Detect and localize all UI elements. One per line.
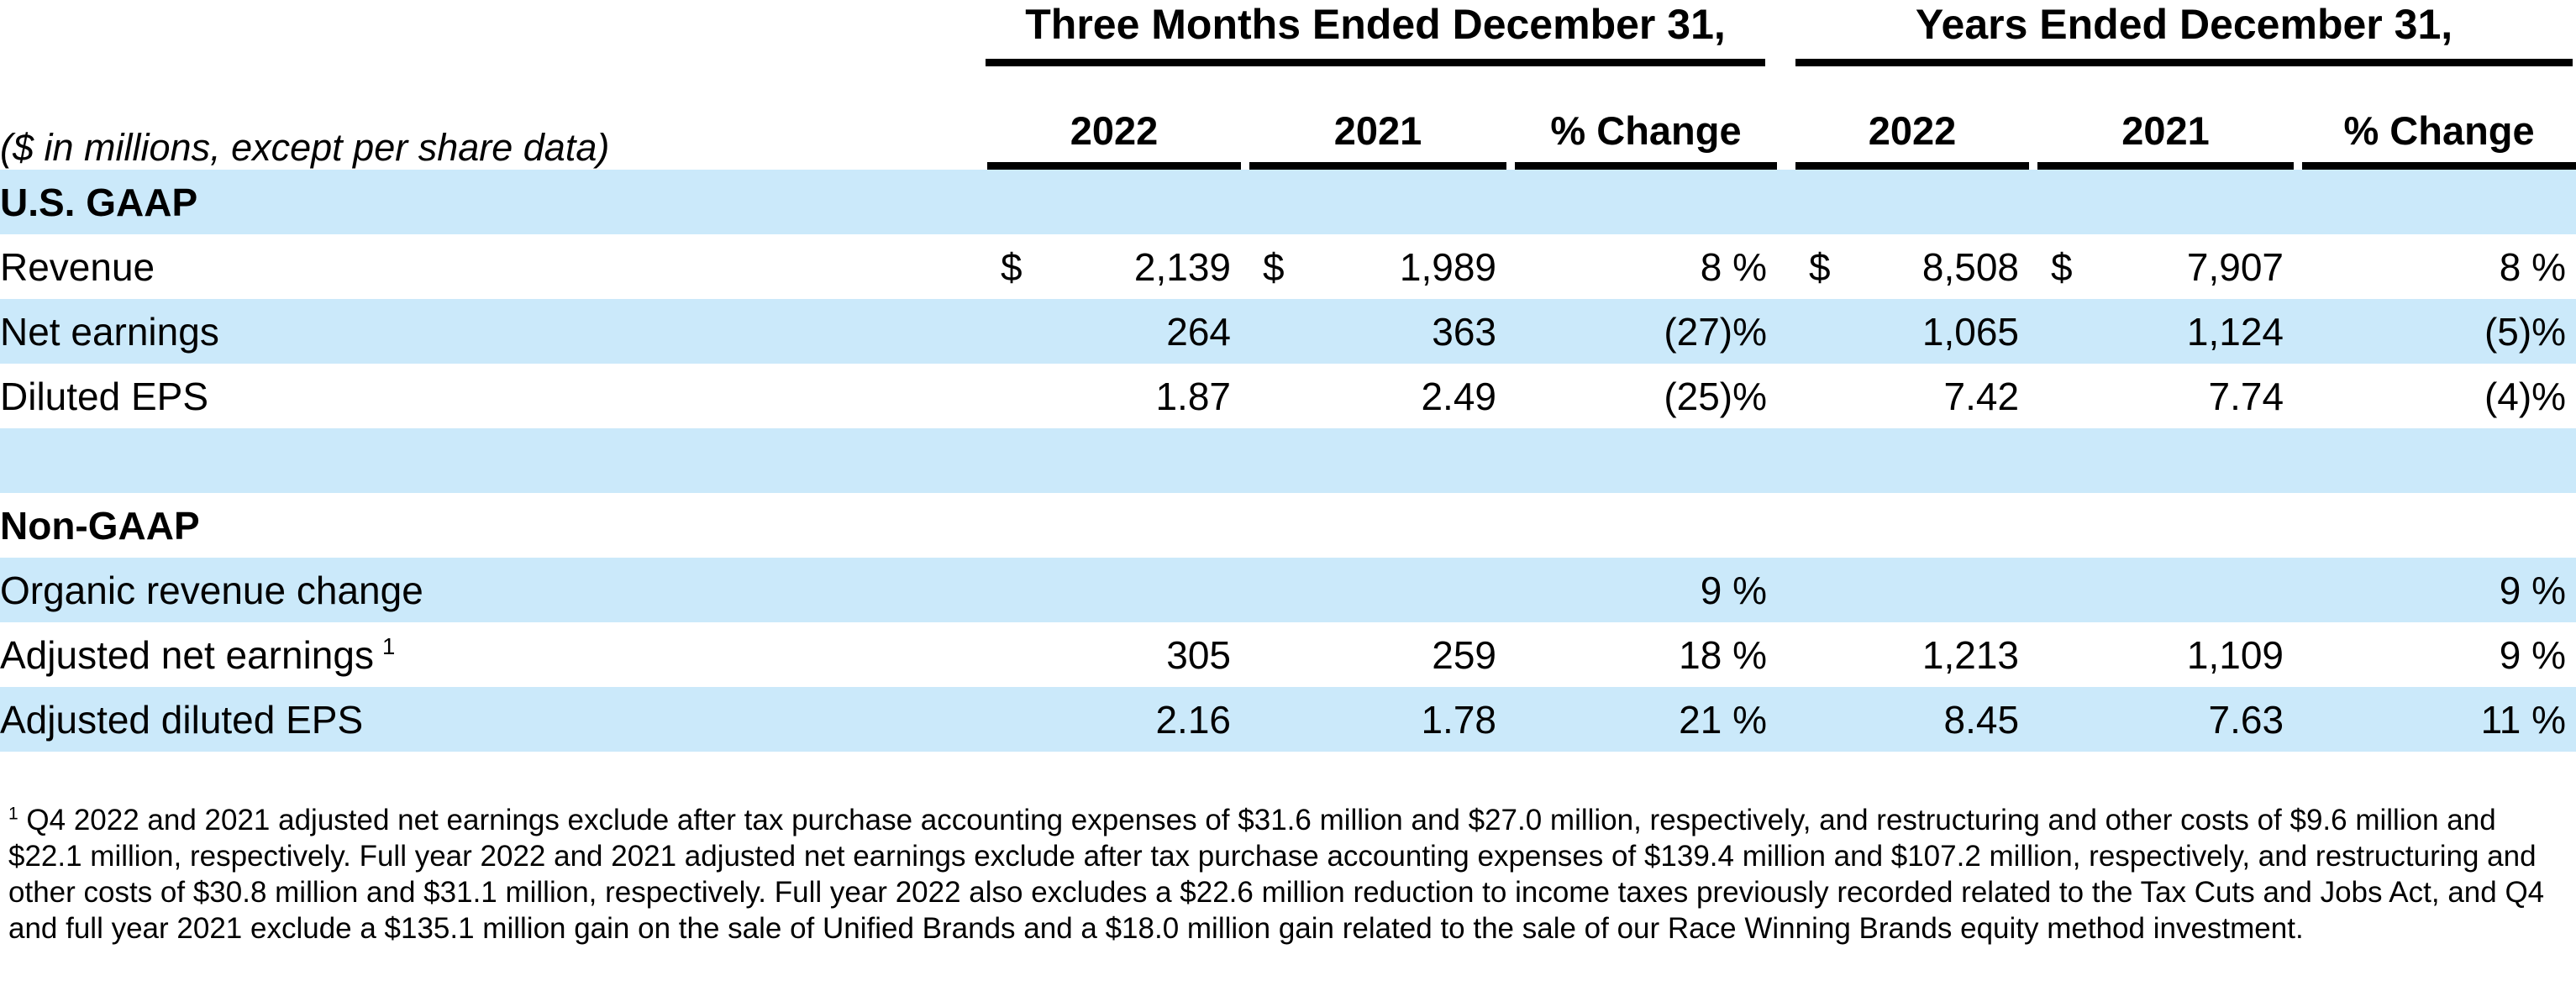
corner-cell [0,0,979,67]
cell-y-2021: 7.74 [2208,374,2284,418]
cell-q-change: 21 % [1679,697,1768,742]
cell-y-change: (4)% [2484,374,2567,418]
cell-y-2021: 1,124 [2186,309,2284,354]
col-header-q-change: % Change [1506,67,1778,170]
cell-y-2022: 1,065 [1921,309,2020,354]
row-label: Diluted EPS [0,374,209,418]
group-header-quarter: Three Months Ended December 31, [979,0,1777,67]
currency-symbol: $ [1001,244,1023,289]
cell-y-2022: 1,213 [1921,632,2020,677]
cell-y-change: (5)% [2484,309,2567,354]
cell-y-2021 [2029,558,2294,622]
row-label: Adjusted net earnings 1 [0,632,396,677]
cell-q-2022 [979,558,1241,622]
footnote-marker: 1 [381,633,396,660]
units-note: ($ in millions, except per share data) [0,126,610,169]
row-label: Revenue [0,244,155,289]
cell-q-2022: 1.87 [1155,374,1231,418]
cell-q-2022: 305 [1166,632,1231,677]
group-header-row: Three Months Ended December 31, Years En… [0,0,2576,67]
table-row-non-gaap: Non-GAAP [0,493,2576,558]
cell-y-2022: $8,508 [1809,244,2020,289]
cell-y-change: 11 % [2480,697,2567,742]
table-row-adjusted-net-earnings: Adjusted net earnings 1 305 259 18 % 1,21… [0,622,2576,687]
empty-cells [979,493,2576,558]
cell-y-2022 [1777,558,2029,622]
cell-y-2021: 1,109 [2186,632,2284,677]
cell-q-change: (27)% [1664,309,1768,354]
table-row-organic-revenue-change: Organic revenue change 9 % 9 % [0,558,2576,622]
cell-y-2021: $7,907 [2051,244,2284,289]
table-row-revenue: Revenue $2,139 $1,989 8 % $8,508 $7,907 … [0,234,2576,299]
cell-q-2021: $1,989 [1263,244,1496,289]
cell-q-2022: 264 [1166,309,1231,354]
cell-q-2021: 1.78 [1421,697,1496,742]
cell-q-change: 18 % [1679,632,1768,677]
section-title: U.S. GAAP [0,180,198,224]
row-label: Organic revenue change [0,568,423,612]
cell-q-2022: 2.16 [1155,697,1231,742]
col-header-y-change: % Change [2294,67,2576,170]
cell-q-change: 8 % [1700,244,1768,289]
row-label: Net earnings [0,309,219,354]
table-row-adjusted-diluted-eps: Adjusted diluted EPS 2.16 1.78 21 % 8.45… [0,687,2576,752]
footnote: 1 Q4 2022 and 2021 adjusted net earnings… [0,802,2576,946]
cell-q-2021 [1241,558,1506,622]
cell-y-change: 9 % [2499,632,2567,677]
cell-q-change: 9 % [1700,568,1768,612]
currency-symbol: $ [2051,244,2073,289]
col-header-y-2022: 2022 [1777,67,2030,170]
cell-q-2021: 363 [1432,309,1496,354]
financial-summary-table: Three Months Ended December 31, Years En… [0,0,2576,752]
group-header-quarter-label: Three Months Ended December 31, [986,0,1766,66]
section-title: Non-GAAP [0,503,200,548]
group-header-year-label: Years Ended December 31, [1795,0,2573,66]
col-header-q-2022: 2022 [979,67,1241,170]
empty-cells [979,428,2576,493]
currency-symbol: $ [1809,244,1831,289]
table-row-us-gaap: U.S. GAAP [0,170,2576,234]
column-header-row: ($ in millions, except per share data) 2… [0,67,2576,170]
currency-symbol: $ [1263,244,1285,289]
footnote-marker: 1 [8,804,18,824]
row-label [0,428,979,493]
cell-q-change: (25)% [1664,374,1768,418]
col-header-y-2021: 2021 [2029,67,2295,170]
cell-y-2021: 7.63 [2208,697,2284,742]
cell-y-2022: 7.42 [1943,374,2020,418]
table-row-diluted-eps: Diluted EPS 1.87 2.49 (25)% 7.42 7.74 (4… [0,364,2576,428]
cell-y-2022: 8.45 [1943,697,2020,742]
empty-cells [979,170,2576,234]
cell-q-2022: $2,139 [1001,244,1231,289]
row-label: Adjusted diluted EPS [0,697,364,742]
cell-y-change: 8 % [2499,244,2567,289]
footnote-text: Q4 2022 and 2021 adjusted net earnings e… [8,804,2545,945]
group-header-year: Years Ended December 31, [1777,0,2576,67]
col-header-q-2021: 2021 [1241,67,1506,170]
cell-q-2021: 2.49 [1421,374,1496,418]
cell-q-2021: 259 [1432,632,1496,677]
table-row-net-earnings: Net earnings 264 363 (27)% 1,065 1,124 (… [0,299,2576,364]
cell-y-change: 9 % [2499,568,2567,612]
table-row-spacer [0,428,2576,493]
